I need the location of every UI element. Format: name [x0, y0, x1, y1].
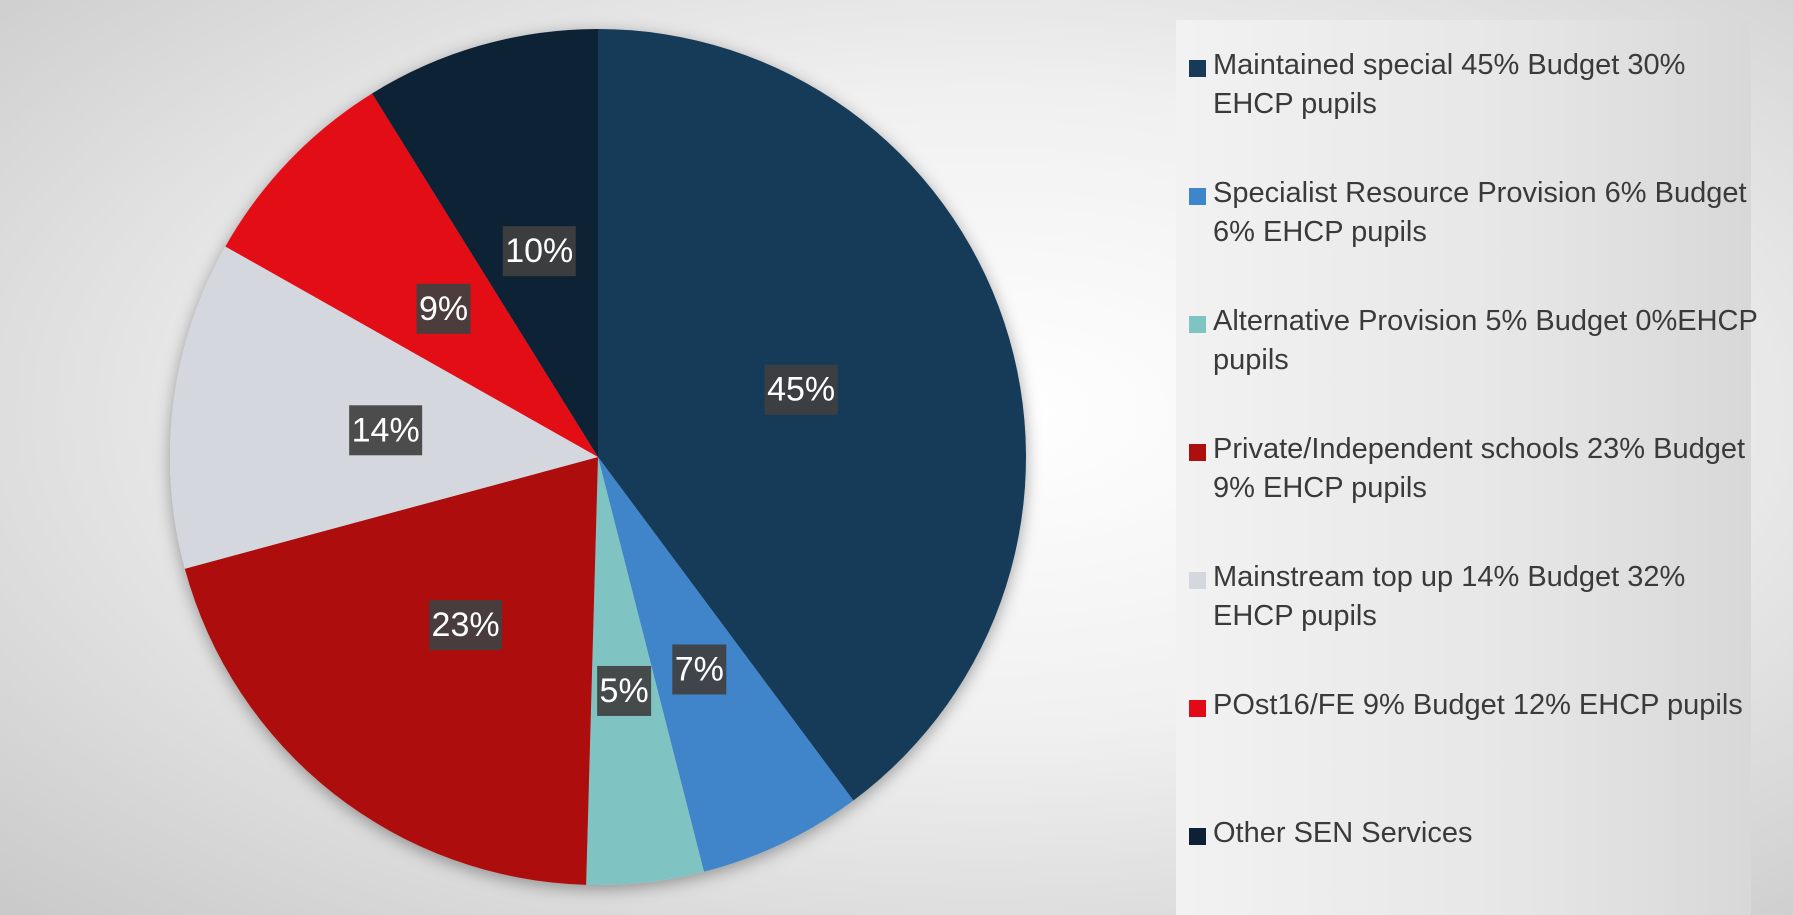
legend-item: Specialist Resource Provision 6% Budget …: [1189, 174, 1789, 302]
legend-item: Private/Independent schools 23% Budget 9…: [1189, 430, 1789, 558]
legend-item: Maintained special 45% Budget 30% EHCP p…: [1189, 46, 1789, 174]
legend-item: Other SEN Services: [1189, 814, 1789, 915]
legend-label: Maintained special 45% Budget 30% EHCP p…: [1213, 49, 1686, 120]
legend-item: Alternative Provision 5% Budget 0%EHCP p…: [1189, 302, 1789, 430]
pie: [170, 29, 1026, 885]
data-label: 14%: [352, 411, 420, 449]
data-label: 7%: [675, 650, 724, 688]
legend-label: Private/Independent schools 23% Budget 9…: [1213, 433, 1746, 504]
pie-slice: [372, 29, 598, 457]
data-label-box: [349, 405, 423, 456]
legend-swatch: [1189, 316, 1206, 333]
legend-swatch: [1189, 572, 1206, 589]
legend-item: POst16/FE 9% Budget 12% EHCP pupils: [1189, 686, 1789, 814]
legend-swatch: [1189, 188, 1206, 205]
legend-item: Mainstream top up 14% Budget 32% EHCP pu…: [1189, 558, 1789, 686]
data-label-box: [429, 600, 503, 651]
data-label-box: [672, 644, 727, 695]
data-label: 10%: [505, 232, 573, 270]
data-label: 23%: [432, 606, 500, 644]
pie-slice: [225, 93, 598, 458]
legend-panel: [1176, 20, 1751, 915]
pie-slice: [184, 457, 598, 885]
data-label: 45%: [767, 371, 835, 409]
legend-swatch: [1189, 828, 1206, 845]
legend: Maintained special 45% Budget 30% EHCP p…: [1189, 46, 1789, 915]
data-label-box: [764, 364, 838, 415]
data-label: 5%: [600, 672, 649, 710]
legend-label: Mainstream top up 14% Budget 32% EHCP pu…: [1213, 561, 1686, 632]
legend-swatch: [1189, 444, 1206, 461]
legend-swatch: [1189, 700, 1206, 717]
legend-label: Alternative Provision 5% Budget 0%EHCP p…: [1213, 305, 1758, 376]
data-label-box: [597, 665, 652, 716]
legend-swatch: [1189, 60, 1206, 77]
data-label-box: [502, 226, 576, 277]
data-label: 9%: [419, 290, 468, 328]
legend-label: Other SEN Services: [1213, 817, 1473, 849]
legend-label: Specialist Resource Provision 6% Budget …: [1213, 177, 1747, 248]
data-label-box: [416, 283, 471, 334]
legend-label: POst16/FE 9% Budget 12% EHCP pupils: [1213, 689, 1743, 721]
